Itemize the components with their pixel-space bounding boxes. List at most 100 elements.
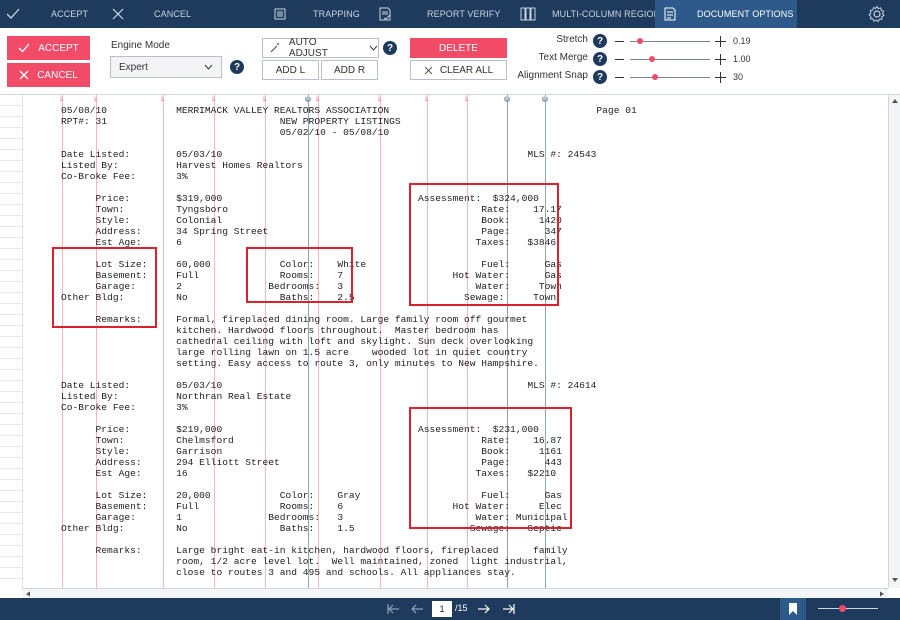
auto-adjust-label: AUTO ADJUST <box>288 37 328 59</box>
status-bar: 1 /15 <box>0 598 900 620</box>
column-guide-line[interactable] <box>318 95 319 588</box>
document-text-line <box>61 369 637 380</box>
scroll-right-icon[interactable] <box>879 591 885 597</box>
column-marker-left[interactable]: L <box>316 96 320 103</box>
text-merge-slider[interactable] <box>630 59 710 60</box>
column-guide-line[interactable] <box>163 95 164 588</box>
clear-all-button[interactable]: CLEAR ALL <box>410 60 507 80</box>
stretch-slider-thumb[interactable] <box>637 38 643 44</box>
auto-adjust-button[interactable]: AUTO ADJUST <box>262 37 379 59</box>
selected-region-box[interactable] <box>246 247 353 303</box>
report-verify-tool-button[interactable]: REPORT VERIFY <box>378 0 501 28</box>
row-ruler <box>0 95 23 588</box>
report-verify-tool-label: REPORT VERIFY <box>427 9 501 19</box>
document-options-tool-label: DOCUMENT OPTIONS <box>697 9 794 19</box>
alignment-snap-increase-button[interactable] <box>715 72 726 83</box>
column-marker-left[interactable]: L <box>378 96 382 103</box>
previous-page-icon[interactable] <box>410 603 424 615</box>
document-text-line <box>61 138 637 149</box>
add-r-button[interactable]: ADD R <box>321 60 378 80</box>
document-text-line: cathedral ceiling with loft and skylight… <box>61 336 534 347</box>
columns-icon <box>520 7 536 21</box>
column-marker-left[interactable]: L <box>212 96 216 103</box>
selected-region-box[interactable] <box>409 183 559 306</box>
text-merge-slider-thumb[interactable] <box>649 56 655 62</box>
options-bar: ACCEPT CANCEL Engine Mode Expert ? AUTO … <box>0 28 900 95</box>
column-guide-line[interactable] <box>308 95 309 588</box>
column-guide-line[interactable] <box>507 95 508 588</box>
column-marker-left[interactable]: L <box>425 96 429 103</box>
column-guide-line[interactable] <box>467 95 468 588</box>
column-marker-left[interactable]: L <box>161 96 165 103</box>
page-number-input[interactable]: 1 <box>432 601 452 617</box>
chevron-down-icon <box>204 64 213 70</box>
column-guide-line[interactable] <box>214 95 215 588</box>
column-marker-left[interactable]: L <box>263 96 267 103</box>
document-text: 05/08/10 MERRIMACK VALLEY REALTORS ASSOC… <box>61 105 637 578</box>
cancel-button[interactable]: CANCEL <box>7 63 90 87</box>
zoom-slider[interactable] <box>818 608 878 609</box>
engine-mode-help-icon[interactable]: ? <box>230 60 244 74</box>
column-marker-left[interactable]: L <box>94 96 98 103</box>
scroll-up-icon[interactable] <box>891 98 899 104</box>
column-marker-right[interactable]: R <box>305 96 311 102</box>
column-marker-left[interactable]: L <box>60 96 64 103</box>
trapping-tool-button[interactable]: TRAPPING <box>273 0 360 28</box>
auto-adjust-help-icon[interactable]: ? <box>383 41 397 55</box>
column-marker-left[interactable]: L <box>465 96 469 103</box>
alignment-snap-slider[interactable] <box>630 77 710 78</box>
horizontal-scrollbar[interactable] <box>22 588 888 599</box>
stretch-decrease-button[interactable] <box>615 41 624 42</box>
zoom-slider-thumb[interactable] <box>839 605 846 612</box>
multi-column-region-tool-button[interactable]: MULTI-COLUMN REGION <box>520 0 660 28</box>
chevron-down-icon <box>369 45 378 51</box>
selected-region-box[interactable] <box>409 407 572 529</box>
document-options-tool-button[interactable]: DOCUMENT OPTIONS <box>655 0 797 28</box>
last-page-icon[interactable] <box>502 603 516 615</box>
vertical-scrollbar[interactable] <box>888 95 900 588</box>
engine-mode-select[interactable]: Expert <box>110 56 222 78</box>
text-merge-increase-button[interactable] <box>715 54 726 65</box>
first-page-icon[interactable] <box>386 603 400 615</box>
magic-wand-icon <box>270 43 279 53</box>
alignment-snap-slider-thumb[interactable] <box>652 74 658 80</box>
stretch-increase-button[interactable] <box>715 36 726 47</box>
close-icon <box>112 8 124 20</box>
column-guide-line[interactable] <box>380 95 381 588</box>
alignment-snap-decrease-button[interactable] <box>615 77 624 78</box>
delete-button[interactable]: DELETE <box>410 38 507 58</box>
document-text-line: Date Listed: 05/03/10 MLS #: 24543 <box>61 149 597 160</box>
text-merge-help-icon[interactable]: ? <box>593 52 607 66</box>
column-guide-line[interactable] <box>96 95 97 588</box>
document-text-line: close to routes 3 and 495 and schools. A… <box>61 567 516 578</box>
add-l-button[interactable]: ADD L <box>262 60 319 80</box>
document-text-line: RPT#: 31 NEW PROPERTY LISTINGS <box>61 116 401 127</box>
text-merge-decrease-button[interactable] <box>615 59 624 60</box>
selected-region-box[interactable] <box>52 247 157 328</box>
cancel-tool-button[interactable]: CANCEL <box>112 0 191 28</box>
document-text-line <box>61 534 637 545</box>
stretch-label: Stretch <box>556 34 588 45</box>
document-text-line: setting. Easy access to route 3, only mi… <box>61 358 539 369</box>
column-marker-right[interactable]: R <box>504 96 510 102</box>
column-guide-line[interactable] <box>545 95 546 588</box>
column-guide-line[interactable] <box>265 95 266 588</box>
stretch-slider[interactable] <box>630 41 710 42</box>
accept-tool-button[interactable]: ACCEPT <box>6 0 88 28</box>
column-guide-line[interactable] <box>62 95 63 588</box>
scroll-down-icon[interactable] <box>891 577 899 583</box>
stretch-help-icon[interactable]: ? <box>593 34 607 48</box>
settings-button[interactable] <box>868 0 886 28</box>
accept-button-label: ACCEPT <box>38 42 79 54</box>
stretch-value: 0.19 <box>733 36 751 46</box>
document-canvas[interactable]: L L L L L R L L L L R R 05/08/10 MERRIMA… <box>0 95 888 588</box>
document-text-line: Style: Garrison Book: 1161 <box>61 446 562 457</box>
page-total: /15 <box>455 603 468 613</box>
alignment-snap-help-icon[interactable]: ? <box>593 70 607 84</box>
next-page-icon[interactable] <box>477 603 491 615</box>
accept-button[interactable]: ACCEPT <box>7 36 90 60</box>
column-guide-line[interactable] <box>427 95 428 588</box>
fit-page-button[interactable] <box>780 598 806 620</box>
column-marker-right[interactable]: R <box>542 96 548 102</box>
scroll-left-icon[interactable] <box>25 591 31 597</box>
